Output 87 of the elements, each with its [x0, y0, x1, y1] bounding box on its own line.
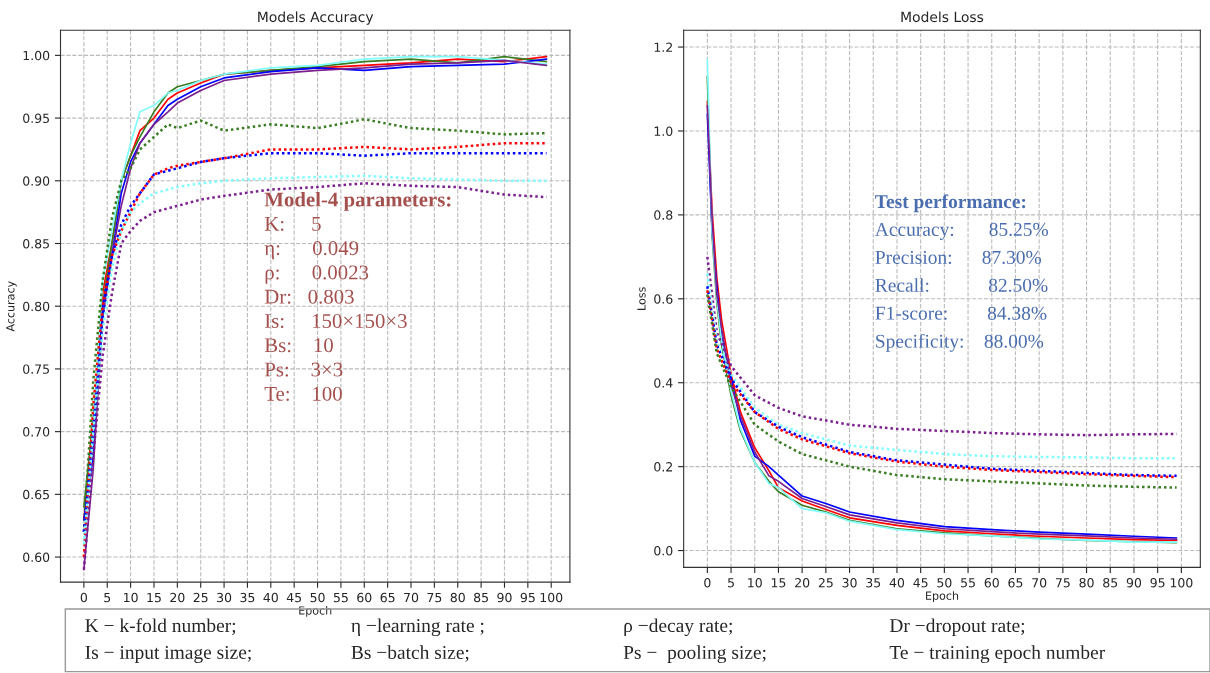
x-tick-label: 90	[1126, 577, 1142, 588]
x-tick-label: 15	[771, 578, 786, 588]
x-tick-label: 25	[818, 577, 833, 588]
x-tick-label: 25	[193, 592, 208, 603]
x-tick-label: 10	[748, 577, 762, 588]
x-tick-label: 75	[1055, 578, 1070, 588]
x-tick-label: 75	[427, 592, 442, 603]
annotation: Recall: 82.50%	[875, 278, 1048, 292]
x-tick-label: 35	[866, 577, 881, 588]
x-tick-label: 35	[240, 592, 255, 603]
y-tick-label: 1.0	[654, 126, 673, 136]
x-tick-label: 85	[474, 592, 488, 603]
y-tick-label: 0.95	[23, 113, 49, 124]
text: ρ −decay rate;	[624, 618, 732, 637]
x-tick-label: 10	[124, 592, 138, 603]
text: Te − training epoch number	[889, 645, 1106, 663]
y-tick-label: 1.00	[23, 50, 50, 61]
x-tick-label: 40	[263, 592, 278, 603]
annotation: η: 0.049	[264, 241, 359, 260]
x-tick-label: 5	[104, 592, 111, 603]
annotation: Ps: 3×3	[264, 362, 343, 377]
x-tick-label: 20	[170, 592, 185, 603]
annotation: K: 5	[264, 217, 321, 231]
x-tick-label: 100	[540, 592, 563, 603]
x-tick-label: 30	[842, 577, 857, 588]
x-tick-label: 70	[404, 592, 419, 603]
y-tick-label: 0.75	[23, 364, 49, 374]
y-tick-label: 1.2	[654, 42, 672, 52]
annotation: Accuracy: 85.25%	[875, 222, 1049, 240]
annotation: ρ: 0.0023	[265, 265, 369, 284]
text: Ps − pooling size;	[623, 645, 766, 663]
y-tick-label: 0.0	[654, 546, 673, 556]
x-tick-label: 70	[1032, 577, 1047, 588]
text: η −learning rate ;	[351, 618, 484, 637]
x-tick-label: 100	[1170, 577, 1193, 588]
annotation: Bs: 10	[264, 338, 333, 353]
x-tick-label: 30	[217, 592, 232, 603]
y-tick-label: 0.70	[23, 427, 50, 437]
y-tick-label: 0.6	[654, 294, 673, 304]
x-tick-label: 50	[310, 592, 325, 603]
x-tick-label: 40	[889, 577, 905, 588]
annotation: Is: 150×150×3	[265, 313, 407, 329]
annotation: Precision: 87.30%	[875, 250, 1042, 265]
y-axis-title: Loss	[637, 287, 646, 310]
chart-title: Models Accuracy	[258, 11, 374, 25]
y-tick-label: 0.80	[23, 301, 50, 312]
annotation: Model-4 parameters:	[264, 191, 451, 211]
x-tick-label: 85	[1103, 577, 1118, 588]
y-tick-label: 0.90	[23, 176, 50, 186]
x-tick-label: 0	[80, 592, 88, 603]
x-tick-label: 80	[450, 592, 465, 603]
x-tick-label: 95	[520, 592, 535, 603]
x-tick-label: 45	[913, 578, 928, 588]
x-tick-label: 50	[937, 577, 952, 588]
y-tick-label: 0.2	[654, 462, 672, 472]
x-tick-label: 15	[147, 592, 161, 603]
x-tick-label: 20	[795, 577, 810, 588]
x-tick-label: 90	[497, 592, 512, 603]
x-tick-label: 60	[357, 592, 372, 603]
x-tick-label: 65	[380, 592, 395, 603]
annotation: Test performance:	[875, 194, 1026, 213]
x-tick-label: 65	[1008, 577, 1023, 588]
x-tick-label: 0	[704, 577, 711, 588]
x-tick-label: 45	[286, 592, 302, 603]
text: K − k-fold number;	[85, 618, 236, 635]
annotation: Te: 100	[264, 386, 342, 401]
x-tick-label: 95	[1150, 577, 1165, 588]
x-tick-label: 55	[333, 592, 348, 603]
text: Is − input image size;	[85, 645, 251, 663]
x-tick-label: 60	[984, 577, 999, 588]
y-tick-label: 0.4	[654, 378, 673, 388]
x-tick-label: 55	[961, 578, 975, 588]
text: Dr −dropout rate;	[889, 618, 1025, 637]
y-axis-title: Accuracy	[6, 281, 17, 332]
chart-title: Models Loss	[901, 11, 984, 23]
x-axis-title: Epoch	[299, 606, 332, 617]
y-tick-label: 0.65	[23, 489, 49, 500]
text: Bs −batch size;	[351, 645, 469, 662]
y-tick-label: 0.60	[23, 552, 50, 562]
annotation: Dr: 0.803	[264, 289, 354, 304]
y-tick-label: 0.8	[654, 210, 673, 220]
annotation: Specificity: 88.00%	[876, 333, 1044, 352]
annotation: F1-score: 84.38%	[875, 306, 1047, 320]
x-tick-label: 80	[1079, 577, 1094, 588]
x-axis-title: Epoch	[926, 591, 959, 602]
y-tick-label: 0.85	[23, 238, 49, 249]
x-tick-label: 5	[728, 578, 734, 588]
